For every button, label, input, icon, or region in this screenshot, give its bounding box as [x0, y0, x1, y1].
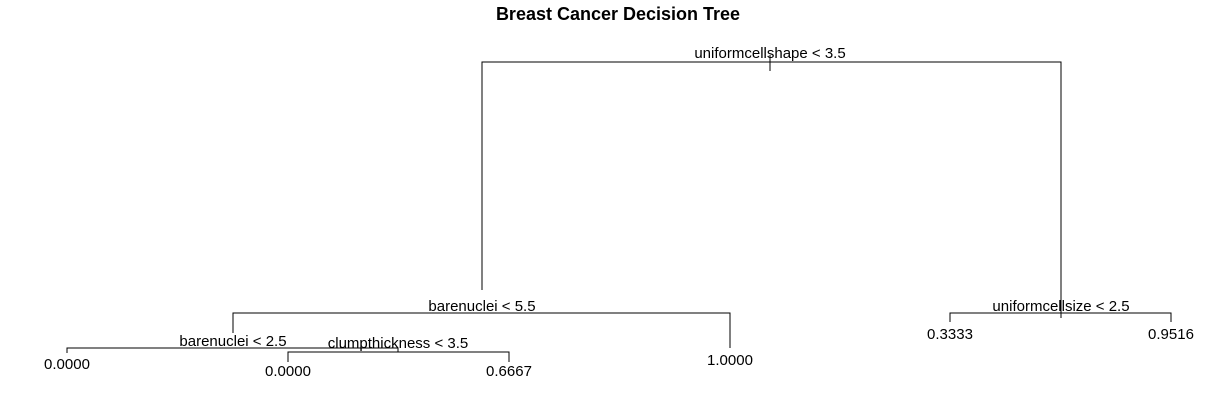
leaf-value: 0.9516 [1148, 326, 1194, 343]
left-branch [232, 312, 731, 348]
leaf-value: 0.0000 [44, 356, 90, 373]
right-branch [949, 312, 1172, 322]
leaf-value: 1.0000 [707, 352, 753, 369]
left-left-split-label: barenuclei < 2.5 [179, 333, 286, 350]
leaf-value: 0.3333 [927, 326, 973, 343]
leaf-value: 0.6667 [486, 363, 532, 380]
leaf-value: 0.0000 [265, 363, 311, 380]
left-split-label: barenuclei < 5.5 [428, 298, 535, 315]
root-split-label: uniformcellshape < 3.5 [694, 45, 845, 62]
chart-title: Breast Cancer Decision Tree [496, 4, 740, 24]
left-left-branch [66, 347, 399, 353]
root-branch [481, 61, 1062, 318]
right-split-label: uniformcellsize < 2.5 [992, 298, 1129, 315]
clumpthickness-split-label: clumpthickness < 3.5 [328, 335, 469, 352]
clumpthickness-branch [287, 351, 510, 362]
